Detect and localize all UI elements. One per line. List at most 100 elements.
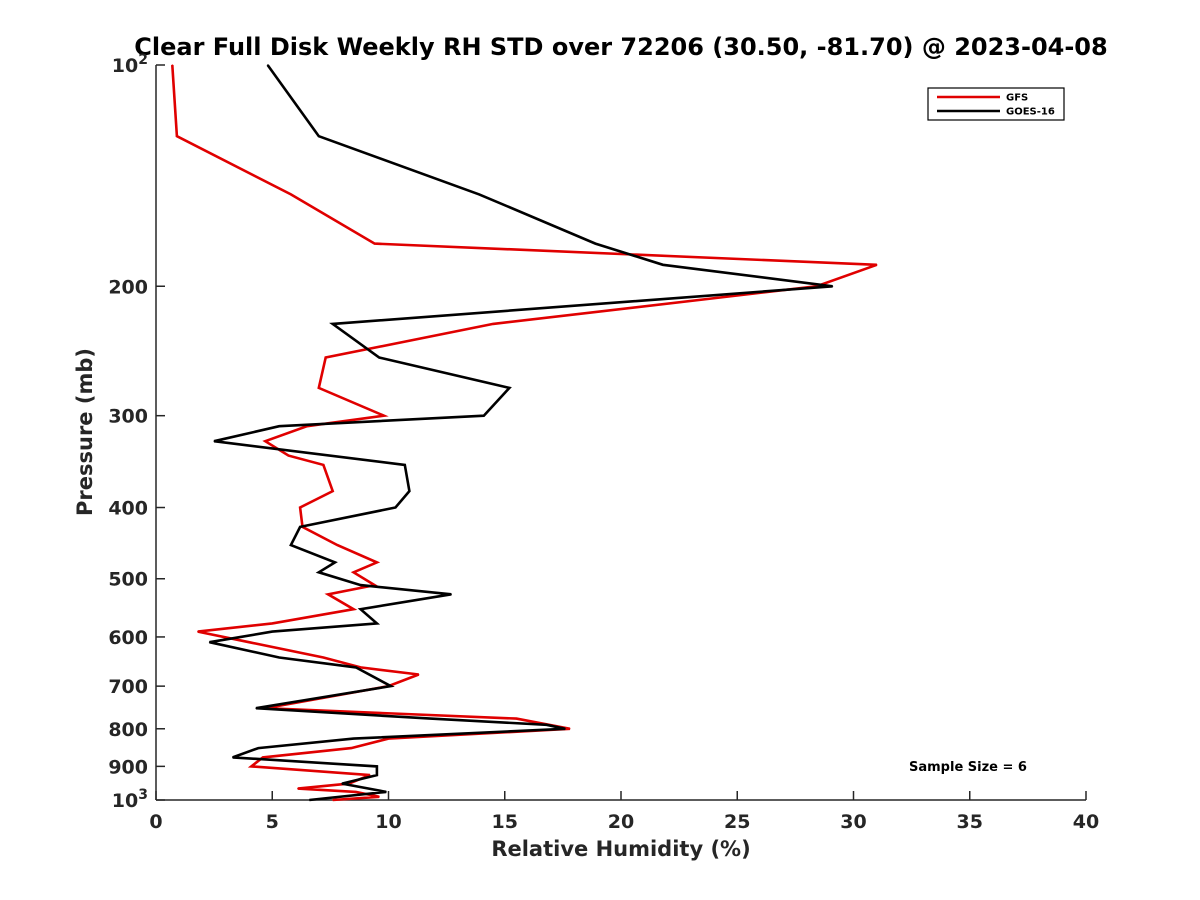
goes-16-data-point xyxy=(213,440,215,442)
goes-16-data-point xyxy=(483,415,485,417)
y-ticks: 102 200 300 400 500 600 700 800 900 103 xyxy=(108,52,165,812)
gfs-data-point xyxy=(318,387,320,389)
x-tick-label: 0 xyxy=(149,811,162,833)
goes-16-data-point xyxy=(257,747,259,749)
gfs-data-point xyxy=(332,490,334,492)
goes-16-data-point xyxy=(662,264,664,266)
goes-16-data-point xyxy=(478,193,480,195)
gfs-data-point xyxy=(332,799,334,801)
y-tick-label: 200 xyxy=(108,276,148,298)
sample-size-annotation: Sample Size = 6 xyxy=(909,760,1027,775)
gfs-data-point xyxy=(197,631,199,633)
goes-16-data-point xyxy=(308,799,310,801)
gfs-data-point xyxy=(325,356,327,359)
goes-16-data-point xyxy=(278,656,280,659)
gfs-data-point xyxy=(290,193,292,195)
goes-16-data-point xyxy=(271,631,273,633)
y-tick-label: 102 xyxy=(112,52,148,77)
goes-16-data-point xyxy=(267,64,269,66)
gfs-data-point xyxy=(876,264,878,266)
gfs-data-point xyxy=(271,622,273,625)
goes-16-data-point xyxy=(255,707,257,709)
y-tick-label: 800 xyxy=(108,719,148,741)
gfs-data-point xyxy=(353,608,355,610)
gfs-data-point xyxy=(350,747,352,749)
goes-16-data-point xyxy=(394,506,397,509)
gfs-data-point xyxy=(353,571,355,573)
gfs-data-point xyxy=(515,718,518,720)
x-tick-label: 30 xyxy=(840,811,866,833)
gfs-data-point xyxy=(264,440,266,442)
y-axis-title: Pressure (mb) xyxy=(73,348,97,516)
goes-16-data-point xyxy=(376,622,378,625)
y-tick-label: 500 xyxy=(108,569,148,591)
goes-16-data-point xyxy=(341,783,343,785)
y-tick-label: 600 xyxy=(108,627,148,649)
goes-16-data-point xyxy=(594,243,597,245)
gfs-data-point xyxy=(327,593,329,595)
gfs-data-point xyxy=(355,791,357,793)
y-tick-label: 103 xyxy=(112,787,148,812)
gfs-data-point xyxy=(569,728,571,730)
legend-items: GFS GOES-16 xyxy=(937,93,1055,118)
x-axis-title: Relative Humidity (%) xyxy=(491,837,750,861)
gfs-data-point xyxy=(287,455,290,457)
y-tick-label: 400 xyxy=(108,498,148,520)
y-tick-label: 900 xyxy=(108,756,148,778)
legend-label: GFS xyxy=(1006,93,1028,104)
axes xyxy=(155,65,1086,801)
x-tick-label: 5 xyxy=(266,811,279,833)
goes-16-data-point xyxy=(278,425,280,427)
x-tick-label: 20 xyxy=(608,811,634,833)
gfs-series-line xyxy=(171,64,878,802)
x-tick-label: 10 xyxy=(375,811,401,833)
goes-16-data-point xyxy=(299,526,301,528)
goes-16-data-point xyxy=(318,135,320,137)
goes-16-data-point xyxy=(360,584,362,586)
gfs-data-point xyxy=(387,738,390,740)
y-tick-label: 300 xyxy=(108,406,148,428)
goes-16-data-point xyxy=(378,356,380,359)
legend-label: GOES-16 xyxy=(1006,107,1055,118)
goes-16-data-point xyxy=(334,561,336,564)
gfs-data-point xyxy=(376,561,378,564)
gfs-data-point xyxy=(322,656,324,659)
goes-16-data-point xyxy=(546,724,548,726)
goes-16-data-point xyxy=(208,641,211,643)
goes-16-data-point xyxy=(832,285,834,287)
series-lines xyxy=(171,64,878,802)
x-tick-label: 35 xyxy=(957,811,983,833)
goes-16-data-point xyxy=(290,544,292,546)
goes-16-data-point xyxy=(332,323,334,325)
x-tick-label: 25 xyxy=(724,811,750,833)
goes-16-data-point xyxy=(429,718,431,720)
gfs-data-point xyxy=(248,641,250,643)
gfs-data-point xyxy=(176,135,178,137)
gfs-data-point xyxy=(383,415,385,417)
gfs-data-point xyxy=(418,673,420,676)
goes-16-data-point xyxy=(360,608,362,610)
goes-16-data-point xyxy=(376,774,378,776)
goes-16-data-point xyxy=(355,666,357,669)
goes-16-data-point xyxy=(353,738,355,740)
gfs-data-point xyxy=(262,756,264,759)
gfs-data-point xyxy=(360,666,362,669)
goes-16-series-line xyxy=(209,64,833,802)
gfs-data-point xyxy=(297,788,299,790)
gfs-data-point xyxy=(492,323,494,325)
legend-box xyxy=(927,87,1065,121)
gfs-data-point xyxy=(171,64,173,66)
gfs-data-point xyxy=(299,506,301,509)
chart-title: Clear Full Disk Weekly RH STD over 72206… xyxy=(134,33,1107,61)
y-tick-label: 700 xyxy=(108,676,148,698)
goes-16-data-point xyxy=(318,571,320,573)
goes-16-data-point xyxy=(232,756,234,759)
goes-16-data-point xyxy=(508,387,510,389)
x-tick-label: 40 xyxy=(1073,811,1099,833)
gfs-data-point xyxy=(336,544,338,546)
goes-16-data-point xyxy=(376,765,378,768)
x-ticks: 0 5 10 15 20 25 30 35 40 xyxy=(149,791,1099,833)
goes-16-data-point xyxy=(404,464,406,466)
goes-16-data-point xyxy=(408,490,410,492)
